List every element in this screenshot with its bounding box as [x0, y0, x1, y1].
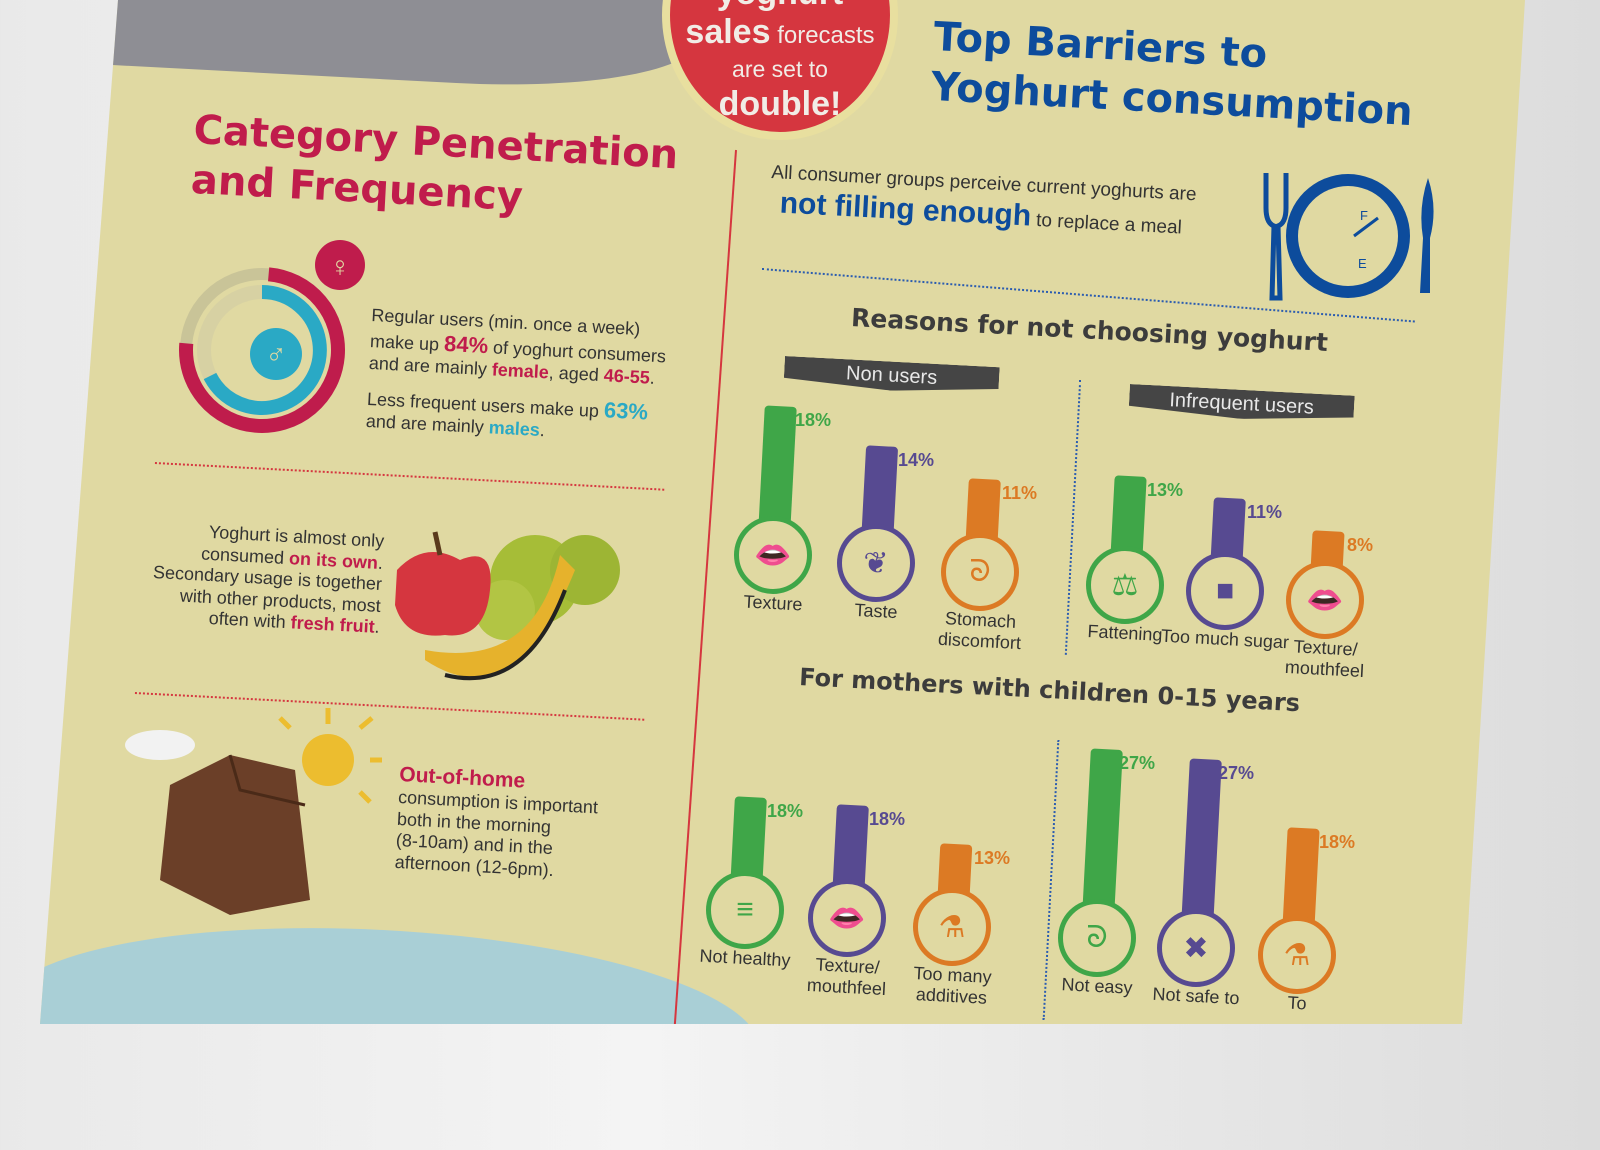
burger-icon: ≡: [706, 871, 784, 949]
bar-value: 27%: [1218, 763, 1255, 784]
gender-donut: ♂ ♀: [179, 240, 365, 433]
tag-infrequent-users: Infrequent users: [1128, 384, 1354, 425]
bar-value: 18%: [795, 410, 832, 430]
badge-text1: forecasts: [777, 22, 875, 49]
badge-text3: double!: [718, 85, 842, 123]
cross-icon: ✖: [1157, 909, 1235, 987]
bar-value: 11%: [1002, 483, 1038, 503]
lunch-bag-sun-illustration: [125, 708, 382, 915]
tag-non-users: Non users: [783, 356, 999, 396]
fruit-illustration: [395, 531, 620, 681]
bar-value: 18%: [1319, 831, 1356, 852]
less-frequent-pct: 63%: [603, 396, 649, 425]
bar-value: 11%: [1247, 502, 1283, 522]
empty-stomach-gauge-icon: F E: [1263, 173, 1434, 301]
svg-text:E: E: [1358, 256, 1367, 271]
female-symbol-icon: [315, 240, 365, 290]
lips-icon: 👄: [1286, 561, 1364, 639]
infographic-paper: yoghurt sales forecasts are set to doubl…: [40, 0, 1525, 1024]
divider: [1064, 380, 1082, 655]
lips-icon: 👄: [808, 879, 886, 957]
lips-icon: 👄: [734, 516, 812, 594]
bar-value: 13%: [974, 848, 1011, 868]
section-title-left: Category Penetration and Frequency: [190, 105, 680, 230]
leaf-icon: ❦: [837, 524, 915, 602]
sugar-cube-icon: ■: [1186, 552, 1264, 630]
regular-pct: 84%: [443, 330, 489, 358]
own-usage-text: Yoghurt is almost only consumed on its o…: [152, 521, 385, 638]
svg-text:F: F: [1360, 208, 1368, 223]
male-symbol-icon: [250, 328, 302, 380]
badge-text2: are set to: [732, 56, 828, 82]
top-image-band: [96, 0, 704, 96]
flask-icon: ⚗: [913, 888, 991, 966]
svg-text:♀: ♀: [330, 251, 351, 282]
bottom-water-band: [40, 910, 765, 1024]
bar-label: Stomach discomfort: [937, 608, 1022, 653]
title-line2: Yoghurt consumption: [929, 63, 1414, 136]
badge-word1: yoghurt: [670, 0, 890, 10]
regular-users-text: Regular users (min. once a week) make up…: [365, 305, 667, 441]
badge-sales: sales: [685, 13, 771, 51]
bar-value: 8%: [1347, 535, 1374, 555]
scale-icon: ⚖: [1086, 546, 1164, 624]
stomach-icon: ᘐ: [1058, 899, 1136, 977]
bar-label: To: [1286, 992, 1308, 1014]
bar-label: Texture/ mouthfeel: [1284, 636, 1365, 681]
bar-value: 14%: [898, 450, 935, 470]
forecast-badge: yoghurt sales forecasts are set to doubl…: [662, 0, 898, 140]
bar-value: 27%: [1119, 753, 1156, 774]
intro-text: All consumer groups perceive current yog…: [770, 162, 1198, 239]
reasons-heading: Reasons for not choosing yoghurt: [850, 303, 1329, 357]
bar-value: 18%: [767, 801, 804, 821]
stomach-icon: ᘐ: [941, 533, 1019, 611]
out-of-home-text: Out-of-home consumption is important both…: [394, 762, 599, 881]
svg-text:♂: ♂: [266, 339, 287, 370]
flask-icon: ⚗: [1258, 916, 1336, 994]
section-title-right: Top Barriers to Yoghurt consumption: [930, 12, 1417, 137]
bar-value: 13%: [1147, 480, 1184, 500]
bar-label: Too many additives: [913, 962, 993, 1008]
bar-value: 18%: [869, 809, 906, 829]
divider: [154, 462, 665, 491]
mothers-heading: For mothers with children 0-15 years: [798, 663, 1301, 718]
